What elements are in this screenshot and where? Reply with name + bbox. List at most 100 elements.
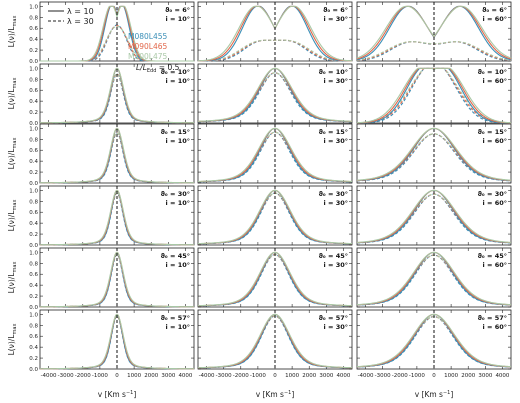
- ylabel-main: L(ν)/L: [7, 334, 16, 356]
- ylabel-main: L(ν)/L: [7, 88, 16, 110]
- x-tick-label: -4000: [358, 373, 374, 379]
- xlabel-sup: −1: [284, 390, 291, 396]
- x-tick-label: -1000: [92, 373, 108, 379]
- x-tick-label: -4000: [41, 373, 57, 379]
- x-tick-label: -2000: [75, 373, 91, 379]
- y-tick-label: 0.6: [29, 148, 38, 154]
- curve-series-3-solid: [197, 67, 353, 122]
- panel-r5-c0: 0.0 0.2 0.4 0.6 0.8 1.0 -4000 -3000 -2000 -1000 0 1…: [29, 309, 195, 379]
- panel-incl-label: i = 10°: [166, 77, 191, 85]
- panel-r2-c2: ϑ₀ = 15°i = 60°: [356, 123, 512, 184]
- panel-theta0-label: ϑ₀ = 15°: [319, 128, 348, 136]
- xlabel-end: ]: [450, 390, 453, 399]
- panel-r4-c0: 0.0 0.2 0.4 0.6 0.8 1.0 ϑ₀ = 45°i = 10°: [29, 247, 195, 311]
- y-axis-labels: L(ν)/LmaxL(ν)/LmaxL(ν)/LmaxL(ν)/LmaxL(ν)…: [7, 16, 18, 356]
- panel-incl-label: i = 10°: [166, 199, 191, 207]
- panel-theta0-label: ϑ₀ = 57°: [161, 314, 190, 322]
- row-ylabel: L(ν)/Lmax: [7, 324, 18, 356]
- panel-incl-label: i = 10°: [166, 15, 191, 23]
- y-tick-label: 1.0: [29, 312, 38, 318]
- panel-frame: [197, 309, 353, 370]
- panel-r5-c2: -4000 -3000 -2000 -1000 0 1000 2000 3000 4000 ϑ₀ …: [356, 309, 512, 379]
- panel-incl-label: i = 10°: [166, 323, 191, 331]
- panel-incl-label: i = 30°: [324, 15, 349, 23]
- panel-frame: [39, 123, 195, 184]
- xlabel-main: v [Km s: [98, 390, 126, 399]
- ylabel-sub: max: [12, 78, 18, 89]
- x-tick-label: 3000: [478, 373, 492, 379]
- y-tick-label: 0.2: [29, 232, 38, 238]
- x-tick-label: 0: [432, 373, 436, 379]
- legend-lambda30-label: λ = 30: [67, 17, 94, 26]
- y-tick-label: 0.0: [29, 243, 38, 249]
- x-tick-label: 0: [273, 373, 277, 379]
- ylabel-sub: max: [12, 200, 18, 211]
- y-tick-label: 0.8: [29, 199, 38, 205]
- legend-model-3: M100L475: [128, 52, 168, 61]
- panel-frame: [197, 185, 353, 246]
- curve-series-3-solid: [40, 313, 194, 370]
- panel-r3-c1: ϑ₀ = 30°i = 30°: [197, 185, 353, 246]
- panel-frame: [356, 1, 512, 62]
- y-tick-label: 0.6: [29, 88, 38, 94]
- y-tick-label: 0.6: [29, 210, 38, 216]
- ylabel-sub: max: [12, 324, 18, 335]
- panel-theta0-label: ϑ₀ = 10°: [478, 68, 507, 76]
- ylabel-sub: max: [12, 262, 18, 273]
- curve-series-3-solid: [356, 5, 512, 59]
- xlabel-sup: −1: [443, 390, 450, 396]
- row-ylabel: L(ν)/Lmax: [7, 138, 18, 170]
- panel-incl-label: i = 30°: [324, 199, 349, 207]
- xlabel-sup: −1: [126, 390, 133, 396]
- ylabel-main: L(ν)/L: [7, 272, 16, 294]
- y-tick-label: 0.8: [29, 323, 38, 329]
- panel-theta0-label: ϑ₀ = 57°: [478, 314, 507, 322]
- panel-theta0-label: ϑ₀ = 45°: [161, 252, 190, 260]
- panel-incl-label: i = 60°: [483, 199, 508, 207]
- x-tick-label: 1000: [444, 373, 458, 379]
- y-tick-label: 0.8: [29, 77, 38, 83]
- panel-theta0-label: ϑ₀ = 10°: [161, 68, 190, 76]
- y-tick-label: 0.0: [29, 305, 38, 311]
- panel-theta0-label: ϑ₀ = 45°: [478, 252, 507, 260]
- panel-incl-label: i = 60°: [483, 261, 508, 269]
- ylabel-sub: max: [12, 16, 18, 27]
- panel-incl-label: i = 60°: [483, 323, 508, 331]
- panel-frame: [39, 63, 195, 124]
- y-tick-label: 0.0: [29, 367, 38, 373]
- panel-incl-label: i = 30°: [324, 77, 349, 85]
- row-ylabel: L(ν)/Lmax: [7, 78, 18, 110]
- panel-frame: [356, 309, 512, 370]
- x-tick-label: -2000: [392, 373, 408, 379]
- ylabel-sub: max: [12, 138, 18, 149]
- y-tick-label: 0.6: [29, 272, 38, 278]
- y-tick-label: 0.0: [29, 121, 38, 127]
- x-tick-label: 1000: [285, 373, 299, 379]
- panel-incl-label: i = 60°: [483, 137, 508, 145]
- panel-theta0-label: ϑ₀ = 57°: [319, 314, 348, 322]
- y-tick-label: 0.2: [29, 294, 38, 300]
- panel-frame: [39, 247, 195, 308]
- y-tick-label: 0.4: [29, 221, 38, 227]
- y-tick-label: 0.2: [29, 110, 38, 116]
- curve-series-3-solid: [356, 189, 512, 243]
- panel-r5-c1: -4000 -3000 -2000 -1000 0 1000 2000 3000 4000 ϑ₀ …: [197, 309, 353, 379]
- curve-series-3-solid: [197, 251, 353, 307]
- y-tick-label: 0.4: [29, 345, 38, 351]
- curve-series-3-solid: [39, 127, 195, 184]
- curve-series-3-solid: [197, 313, 353, 369]
- panel-incl-label: i = 10°: [166, 137, 191, 145]
- panel-r3-c2: ϑ₀ = 30°i = 60°: [356, 185, 512, 246]
- panel-theta0-label: ϑ₀ = 10°: [319, 68, 348, 76]
- y-tick-label: 0.2: [29, 48, 38, 54]
- curve-series-3-solid: [40, 5, 194, 62]
- x-tick-label: 2000: [461, 373, 475, 379]
- curve-series-1-dashed: [357, 67, 511, 124]
- x-tick-label: 0: [115, 373, 119, 379]
- y-tick-label: 0.8: [29, 261, 38, 267]
- y-tick-label: 0.0: [29, 59, 38, 65]
- y-tick-label: 1.0: [29, 126, 38, 132]
- x-tick-label: 1000: [127, 373, 141, 379]
- panel-incl-label: i = 60°: [483, 77, 508, 85]
- panel-incl-label: i = 30°: [324, 261, 349, 269]
